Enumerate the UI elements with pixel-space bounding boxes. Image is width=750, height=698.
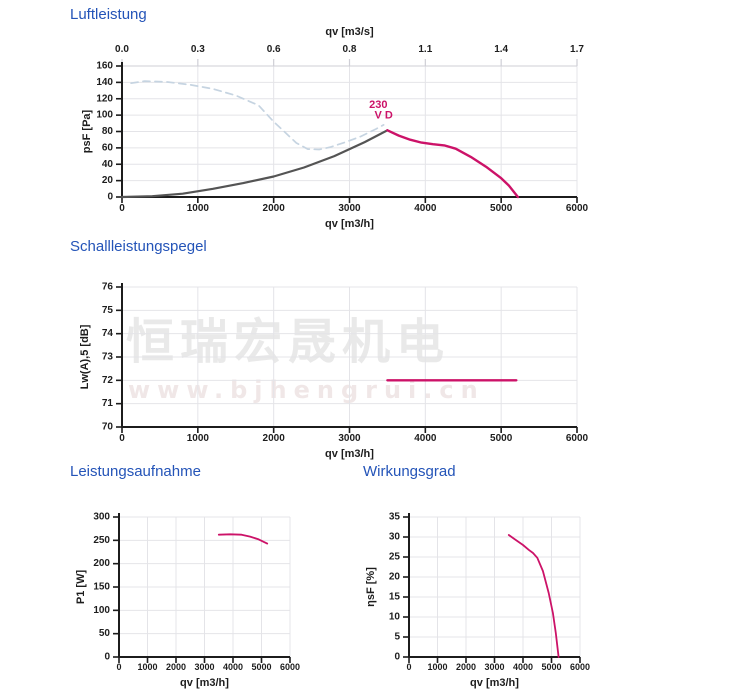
y-axis-tick-label: 60: [102, 142, 114, 153]
x-axis-tick-label: 2000: [456, 662, 476, 672]
chart-efficiency: 0 5 10 15 20 25 30 35 0 1000 2000 3000 4000 5000 6000 q…: [365, 512, 590, 690]
y-axis-tick-label: 73: [102, 352, 114, 363]
y-axis-tick-label: 71: [102, 398, 114, 409]
series-power-input: [217, 533, 269, 545]
x-axis-title: qv [m3/h]: [470, 677, 519, 689]
x-axis-tick-label: 5000: [490, 433, 513, 444]
x-axis-tick-label: 6000: [566, 433, 589, 444]
x-axis-tick-label: 0: [119, 203, 125, 214]
x-axis-tick-label: 6000: [566, 203, 589, 214]
y-axis-tick-label: 80: [102, 126, 114, 137]
x-axis-title: qv [m3/h]: [180, 677, 229, 689]
series-efficiency: [507, 534, 560, 658]
x-axis-title: qv [m3/h]: [325, 448, 374, 460]
section-title-leistungsaufnahme: Leistungsaufnahme: [70, 463, 201, 480]
y-axis-tick-label: 70: [102, 422, 114, 433]
x-axis-tick-label: 2000: [263, 433, 286, 444]
y-axis-tick-label: 15: [389, 592, 401, 603]
x-axis-tick-label: 6000: [570, 662, 590, 672]
top-axis-tick-label: 0.0: [115, 44, 129, 55]
x-axis-tick-label: 5000: [490, 203, 513, 214]
x-axis-title: qv [m3/h]: [325, 218, 374, 230]
top-axis-tick-label: 1.1: [418, 44, 432, 55]
y-axis-tick-label: 5: [394, 632, 400, 643]
x-axis-tick-label: 2000: [263, 203, 286, 214]
series-operating-curve-230VD: [386, 129, 520, 199]
x-axis-tick-label: 3000: [484, 662, 504, 672]
y-axis-tick-label: 40: [102, 159, 114, 170]
y-axis-tick-label: 100: [93, 605, 110, 616]
x-axis-tick-label: 3000: [338, 203, 361, 214]
top-axis-tick-label: 0.3: [191, 44, 205, 55]
x-axis-tick-label: 4000: [223, 662, 243, 672]
chart-sound-power-level: 70 71 72 73 74 75 76 0 1000 2000 3000 4000 5000 6000 q…: [79, 282, 589, 461]
y-axis-tick-label: 200: [93, 558, 110, 569]
x-axis-tick-label: 5000: [541, 662, 561, 672]
y-axis-tick-label: 10: [389, 612, 401, 623]
y-axis-tick-label: 250: [93, 535, 110, 546]
top-axis-title: qv [m3/s]: [325, 26, 374, 38]
annotation-v-d: V D: [374, 109, 392, 121]
x-axis-tick-label: 0: [406, 662, 411, 672]
top-axis-tick-label: 1.7: [570, 44, 584, 55]
y-axis-title: P1 [W]: [75, 570, 87, 605]
y-axis-tick-label: 120: [96, 93, 113, 104]
series-system-curve-dashed: [130, 80, 385, 151]
x-axis-tick-label: 4000: [513, 662, 533, 672]
y-axis-tick-label: 75: [102, 305, 114, 316]
y-axis-tick-label: 0: [394, 652, 400, 663]
x-axis-tick-label: 0: [119, 433, 125, 444]
y-axis-tick-label: 35: [389, 512, 401, 523]
y-axis-tick-label: 160: [96, 61, 113, 72]
annotation-230: 230: [369, 99, 387, 111]
y-axis-tick-label: 30: [389, 532, 401, 543]
y-axis-tick-label: 74: [102, 328, 114, 339]
y-axis-tick-label: 140: [96, 77, 113, 88]
x-axis-tick-label: 1000: [137, 662, 157, 672]
x-axis-tick-label: 6000: [280, 662, 300, 672]
x-axis-tick-label: 3000: [194, 662, 214, 672]
x-axis-tick-label: 1000: [187, 433, 210, 444]
y-axis-tick-label: 150: [93, 582, 110, 593]
y-axis-tick-label: 20: [389, 572, 401, 583]
y-axis-tick-label: 72: [102, 375, 114, 386]
section-title-wirkungsgrad: Wirkungsgrad: [363, 463, 456, 480]
section-title-schallleistungspegel: Schallleistungspegel: [70, 238, 207, 255]
y-axis-tick-label: 76: [102, 282, 114, 293]
y-axis-tick-label: 100: [96, 110, 113, 121]
x-axis-tick-label: 3000: [338, 433, 361, 444]
x-axis-tick-label: 1000: [427, 662, 447, 672]
y-axis-title: psF [Pa]: [81, 109, 93, 153]
y-axis-tick-label: 300: [93, 512, 110, 523]
y-axis-title: Lw(A),5 [dB]: [79, 324, 91, 389]
y-axis-tick-label: 20: [102, 175, 114, 186]
y-axis-tick-label: 50: [99, 628, 111, 639]
y-axis-title: ηsF [%]: [365, 567, 377, 607]
x-axis-tick-label: 5000: [251, 662, 271, 672]
section-title-luftleistung: Luftleistung: [70, 6, 147, 23]
x-axis-tick-label: 2000: [166, 662, 186, 672]
top-axis-tick-label: 0.8: [343, 44, 357, 55]
x-axis-tick-label: 4000: [414, 203, 437, 214]
x-axis-tick-label: 1000: [187, 203, 210, 214]
top-axis-tick-label: 1.4: [494, 44, 508, 55]
chart-air-performance: 0.0 0.3 0.6 0.8 1.1 1.4 1.7 qv [m3/s] 0 20 40 60 80 1…: [81, 26, 589, 230]
x-axis-tick-label: 4000: [414, 433, 437, 444]
y-axis-tick-label: 0: [107, 192, 113, 203]
y-axis-tick-label: 25: [389, 552, 401, 563]
series-reference-curve: [120, 129, 389, 199]
top-axis-tick-label: 0.6: [267, 44, 281, 55]
y-axis-tick-label: 0: [104, 652, 110, 663]
x-axis-tick-label: 0: [116, 662, 121, 672]
